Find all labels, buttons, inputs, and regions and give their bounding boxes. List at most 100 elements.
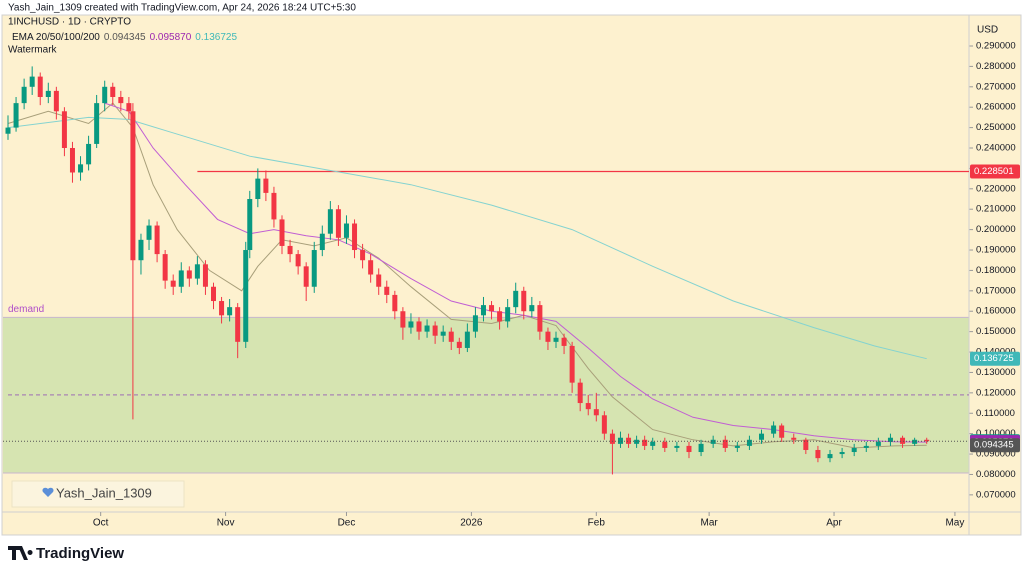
- symbol: 1INCHUSD · 1D · CRYPTO: [8, 17, 131, 28]
- candle-body: [480, 305, 486, 316]
- candle-body: [674, 445, 680, 448]
- candle-body: [170, 280, 176, 287]
- candle-body: [368, 260, 374, 275]
- candle-body: [472, 315, 478, 332]
- x-tick-label: Feb: [588, 518, 606, 529]
- candle-body: [851, 447, 857, 453]
- y-tick-label: 0.260000: [976, 102, 1016, 113]
- candle-body: [863, 445, 869, 448]
- y-tick-label: 0.220000: [976, 183, 1016, 194]
- candle-body: [609, 433, 615, 444]
- candle-body: [746, 439, 752, 446]
- candle-body: [791, 437, 797, 440]
- candle-body: [400, 311, 406, 328]
- candle-body: [29, 76, 35, 87]
- candle-body: [803, 439, 809, 450]
- candle-body: [875, 441, 881, 446]
- brand-logo: [8, 546, 33, 560]
- candle-body: [839, 452, 845, 455]
- candle-body: [815, 449, 821, 459]
- ema-legend: EMA 20/50/100/200 0.094345 0.095870 0.13672…: [12, 32, 237, 43]
- candle-body: [505, 307, 511, 322]
- candle-body: [335, 209, 341, 238]
- candle-body: [384, 286, 390, 295]
- candle-body: [360, 250, 366, 261]
- candle-body: [255, 178, 261, 200]
- x-tick-label: Mar: [701, 518, 719, 529]
- y-tick-label: 0.160000: [976, 306, 1016, 317]
- candle-body: [295, 254, 301, 267]
- candle-body: [227, 307, 233, 316]
- candle-body: [138, 239, 144, 261]
- x-tick-label: Dec: [338, 518, 356, 529]
- candle-body: [118, 97, 124, 104]
- candle-body: [130, 111, 136, 261]
- candle-body: [710, 439, 716, 444]
- candle-body: [593, 409, 599, 416]
- candle-body: [303, 266, 309, 287]
- candle-body: [271, 192, 277, 220]
- candle-body: [464, 331, 470, 348]
- candle-body: [513, 290, 519, 308]
- candle-body: [279, 219, 285, 246]
- x-tick-label: May: [945, 518, 964, 529]
- candle-body: [686, 445, 692, 453]
- ema-legend-item: 0.136725: [195, 32, 237, 43]
- candle-body: [311, 250, 317, 287]
- candle-body: [424, 325, 430, 332]
- y-tick-label: 0.290000: [976, 41, 1016, 52]
- candle-body: [827, 454, 833, 459]
- candle-body: [154, 225, 160, 255]
- candle-body: [634, 439, 640, 444]
- ema-legend-item: 0.095870: [150, 32, 192, 43]
- y-tick-label: 0.110000: [976, 408, 1015, 419]
- candle-body: [900, 437, 906, 444]
- y-tick-label: 0.280000: [976, 61, 1016, 72]
- candle-body: [585, 403, 591, 410]
- candle-body: [86, 143, 92, 165]
- candle-body: [186, 270, 192, 279]
- candle-body: [650, 441, 656, 446]
- candle-body: [194, 264, 200, 279]
- candle-body: [61, 111, 67, 149]
- candle-body: [561, 337, 567, 346]
- candle-body: [376, 274, 382, 287]
- candle-body: [110, 86, 116, 98]
- candle-body: [211, 286, 217, 302]
- candle-body: [529, 305, 535, 312]
- candle-body: [521, 290, 527, 312]
- candle-body: [126, 103, 132, 112]
- ema-legend-item: 0.094345: [104, 32, 146, 43]
- candle-body: [924, 439, 930, 442]
- candle-body: [13, 103, 19, 128]
- y-tick-label: 0.180000: [976, 265, 1016, 276]
- price-label: 0.094345: [974, 440, 1014, 451]
- candle-body: [642, 439, 648, 446]
- ema-legend-item: EMA 20/50/100/200: [12, 32, 100, 43]
- ema-line: [7, 116, 927, 360]
- x-tick-label: Oct: [93, 518, 109, 529]
- candle-body: [162, 254, 168, 281]
- candle-body: [537, 305, 543, 332]
- candle-body: [5, 127, 11, 134]
- candle-body: [78, 164, 84, 173]
- candle-body: [352, 223, 358, 251]
- candle-body: [569, 345, 575, 383]
- candle-body: [440, 331, 446, 336]
- candle-body: [69, 148, 75, 173]
- candle-body: [497, 311, 503, 322]
- y-tick-label: 0.170000: [976, 285, 1016, 296]
- price-label-box: [970, 351, 1020, 366]
- y-tick-label: 0.250000: [976, 122, 1016, 133]
- candle-body: [601, 415, 607, 434]
- candle-body: [887, 437, 893, 442]
- candle-body: [698, 443, 704, 453]
- zone-label: demand: [8, 304, 44, 315]
- y-tick-label: 0.130000: [976, 367, 1016, 378]
- candle-body: [553, 337, 559, 342]
- candle-body: [722, 439, 728, 448]
- y-tick-label: 0.190000: [976, 245, 1016, 256]
- candle-body: [408, 321, 414, 328]
- candle-body: [219, 301, 225, 316]
